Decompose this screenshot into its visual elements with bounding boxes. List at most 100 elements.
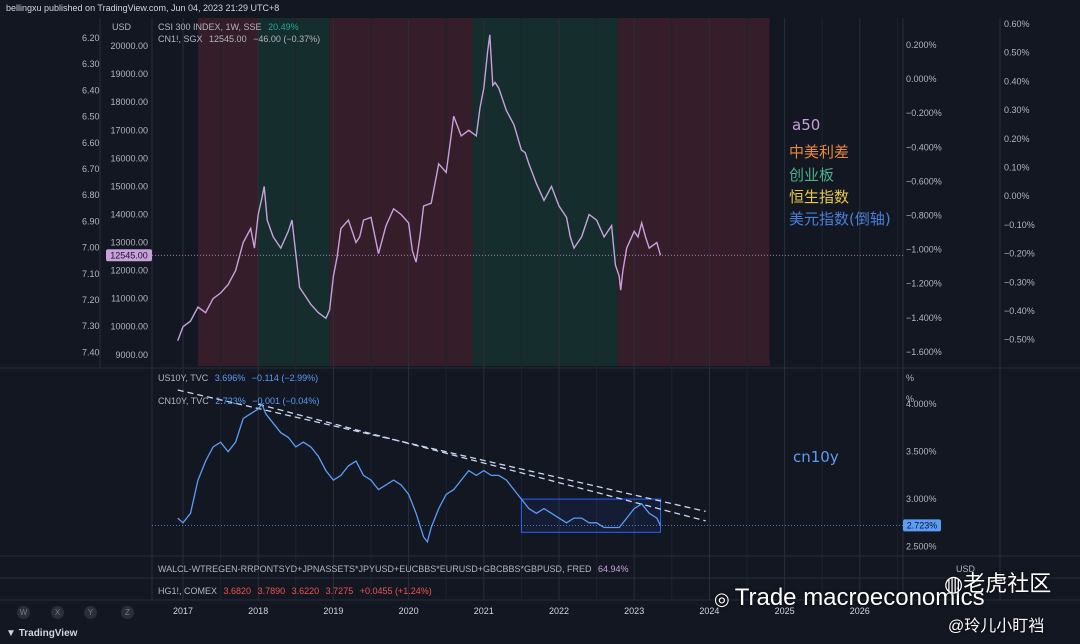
spread-tick-0: 0.200% (906, 40, 937, 50)
spread-tick-7: −1.200% (906, 279, 942, 289)
legend-copper-open: 3.6820 (223, 586, 252, 596)
right-axis-tick-6: 0.00% (1004, 191, 1030, 201)
usd-tick-8: 7.00 (82, 243, 100, 253)
legend-copper-change: +0.0455 (+1.24%) (359, 586, 432, 596)
y-tick-label-14000: 14000.00 (110, 209, 148, 219)
usd-tick-7: 6.90 (82, 216, 100, 226)
annotation-dxy: 美元指数(倒轴) (789, 210, 891, 228)
y-tick-label-13000: 13000.00 (110, 238, 148, 248)
shaded-region-3 (472, 18, 618, 366)
legend-fed-liquidity-name: WALCL-WTREGEN-RRPONTSYD+JPNASSETS*JPYUSD… (158, 564, 592, 574)
y-tick-label-10000: 10000.00 (110, 322, 148, 332)
x-tick-label-2020: 2020 (399, 606, 419, 616)
wechat-icon: ◎ (714, 589, 735, 609)
tool-x-button[interactable]: X (51, 606, 64, 619)
legend-us10y-change: −0.114 (−2.99%) (251, 373, 319, 383)
watermark-tiger-logo: ◍老虎社区 (944, 566, 1051, 598)
tradingview-brand[interactable]: ▼ TradingView (6, 628, 77, 639)
cn10y-y-tick-3: 3.000% (906, 494, 937, 504)
legend-copper-name: HG1!, COMEX (158, 586, 218, 596)
legend-us10y-name: US10Y, TVC (158, 373, 209, 383)
legend-cn10y-value: 2.723% (215, 396, 246, 406)
legend-cn1: CN1!, SGX 12545.00 −46.00 (−0.37%) (158, 34, 320, 44)
right-axis-tick-4: 0.20% (1004, 134, 1030, 144)
tiger-community-icon: ◍ (944, 571, 964, 596)
watermark-logo-text: 老虎社区 (963, 571, 1052, 596)
x-tick-label-2021: 2021 (474, 606, 494, 616)
spread-tick-5: −0.800% (906, 211, 942, 221)
y-tick-label-15000: 15000.00 (110, 181, 148, 191)
y-tick-label-9000: 9000.00 (115, 350, 148, 360)
legend-csi300-value: 20.49% (268, 22, 299, 32)
right-axis-tick-10: −0.40% (1004, 306, 1035, 316)
pane2-unit-top: % (906, 373, 915, 383)
legend-csi300: CSI 300 INDEX, 1W, SSE 20.49% (158, 22, 299, 32)
legend-us10y-value: 3.696% (214, 373, 246, 383)
usd-tick-12: 7.40 (82, 347, 100, 357)
tool-z-button[interactable]: Z (121, 606, 134, 619)
y-tick-label-20000: 20000.00 (110, 41, 148, 51)
y-tick-label-11000: 11000.00 (111, 294, 148, 304)
watermark-line1: Trade macroeconomics (734, 584, 985, 611)
price-tag-bg-cn1 (106, 249, 152, 262)
legend-copper-close: 3.7275 (325, 586, 354, 596)
range-box (520, 498, 662, 533)
right-axis-tick-8: −0.20% (1004, 249, 1035, 259)
x-tick-label-2023: 2023 (624, 606, 644, 616)
x-tick-label-2024: 2024 (699, 606, 719, 616)
annotation-spread: 中美利差 (789, 143, 850, 161)
legend-copper-high: 3.7890 (257, 586, 286, 596)
x-tick-label-2022: 2022 (549, 606, 569, 616)
spread-tick-3: −0.400% (906, 142, 942, 152)
legend-cn1-name: CN1!, SGX (158, 34, 203, 44)
annotation-chinext: 创业板 (789, 166, 835, 184)
usd-tick-10: 7.20 (82, 295, 100, 305)
legend-cn1-value: 12545.00 (209, 34, 247, 44)
usd-tick-3: 6.50 (82, 112, 100, 122)
usd-tick-1: 6.30 (82, 59, 100, 69)
usd-tick-9: 7.10 (82, 269, 100, 279)
spread-tick-4: −0.600% (906, 176, 942, 186)
y-tick-label-17000: 17000.00 (110, 125, 148, 135)
y-tick-label-16000: 16000.00 (110, 153, 148, 163)
y-tick-label-18000: 18000.00 (110, 97, 148, 107)
watermark-trade-macro: ◎ Trade macroeconomics (714, 584, 985, 612)
publish-caption: bellingxu published on TradingView.com, … (6, 3, 280, 13)
x-tick-label-2026: 2026 (850, 606, 870, 616)
y-tick-label-12000: 12000.00 (110, 266, 148, 276)
spread-tick-2: −0.200% (906, 108, 942, 118)
spread-tick-8: −1.400% (906, 313, 942, 323)
usd-tick-2: 6.40 (82, 85, 100, 95)
y-tick-label-19000: 19000.00 (110, 69, 148, 79)
legend-fed-liquidity-value: 64.94% (598, 564, 629, 574)
usd-tick-11: 7.30 (82, 321, 100, 331)
right-axis-tick-2: 0.40% (1004, 76, 1030, 86)
annotation-a50: a50 (792, 116, 821, 134)
tool-w-button[interactable]: W (17, 606, 30, 619)
price-tag-bg-cn10y (903, 519, 941, 532)
pane4-usd-label: USD (956, 564, 976, 574)
annotation-cn10y: cn10y (793, 448, 839, 466)
x-tick-label-2017: 2017 (173, 606, 193, 616)
usd-tick-5: 6.70 (82, 164, 100, 174)
spread-tick-1: 0.000% (906, 74, 937, 84)
legend-cn1-change: −46.00 (−0.37%) (253, 34, 321, 44)
right-axis-tick-11: −0.50% (1004, 335, 1035, 345)
legend-copper: HG1!, COMEX 3.6820 3.7890 3.6220 3.7275 … (158, 586, 432, 596)
tradingview-brand-name: TradingView (18, 628, 78, 639)
annotation-hsi: 恒生指数 (789, 188, 850, 206)
shaded-region-0 (198, 18, 259, 366)
legend-cn10y-name: CN10Y, TVC (158, 396, 209, 406)
right-axis-tick-5: 0.10% (1004, 163, 1030, 173)
series-line-cn1 (177, 34, 662, 341)
x-tick-label-2025: 2025 (775, 606, 795, 616)
x-tick-label-2018: 2018 (248, 606, 268, 616)
usd-tick-0: 6.20 (82, 33, 100, 43)
right-axis-tick-7: −0.10% (1004, 220, 1035, 230)
usd-tick-6: 6.80 (82, 190, 100, 200)
price-tag-cn1: 12545.00 (110, 250, 148, 260)
tool-y-button[interactable]: Y (84, 606, 97, 619)
legend-copper-low: 3.6220 (291, 586, 320, 596)
watermark-handle: @玲儿小盯裆 (948, 618, 1045, 635)
